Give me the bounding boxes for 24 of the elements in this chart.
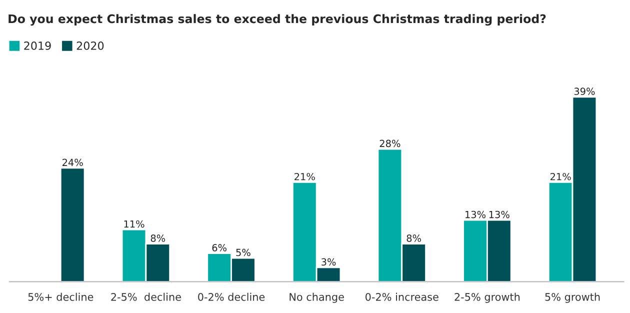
chart-title: Do you expect Christmas sales to exceed the previous Christmas trading period? xyxy=(8,14,546,26)
data-label: 21% xyxy=(294,172,315,180)
data-label: 24% xyxy=(62,158,83,166)
legend-label: 2020 xyxy=(76,41,104,50)
x-tick-label: 5% growth xyxy=(545,292,600,303)
bar xyxy=(60,167,86,282)
data-label: 13% xyxy=(489,210,510,218)
x-tick-label: 0-2% decline xyxy=(198,292,265,301)
legend-label: 2019 xyxy=(24,41,51,50)
data-label: 39% xyxy=(574,88,595,95)
data-label: 28% xyxy=(380,140,400,148)
data-label: 3% xyxy=(322,258,336,266)
x-tick-label: 2-5% growth xyxy=(454,292,520,303)
data-label: 21% xyxy=(550,172,571,180)
data-label: 5% xyxy=(236,248,250,256)
data-label: 8% xyxy=(406,234,422,242)
x-tick-label: No change xyxy=(290,292,344,303)
data-label: 8% xyxy=(150,234,166,242)
x-tick-label: 2-5% decline xyxy=(111,292,181,301)
data-label: 11% xyxy=(124,220,144,228)
x-tick-label: 5%+ decline xyxy=(28,292,94,301)
x-tick-label: 0-2% increase xyxy=(366,292,438,301)
data-label: 6% xyxy=(212,244,226,252)
data-label: 13% xyxy=(466,210,486,218)
